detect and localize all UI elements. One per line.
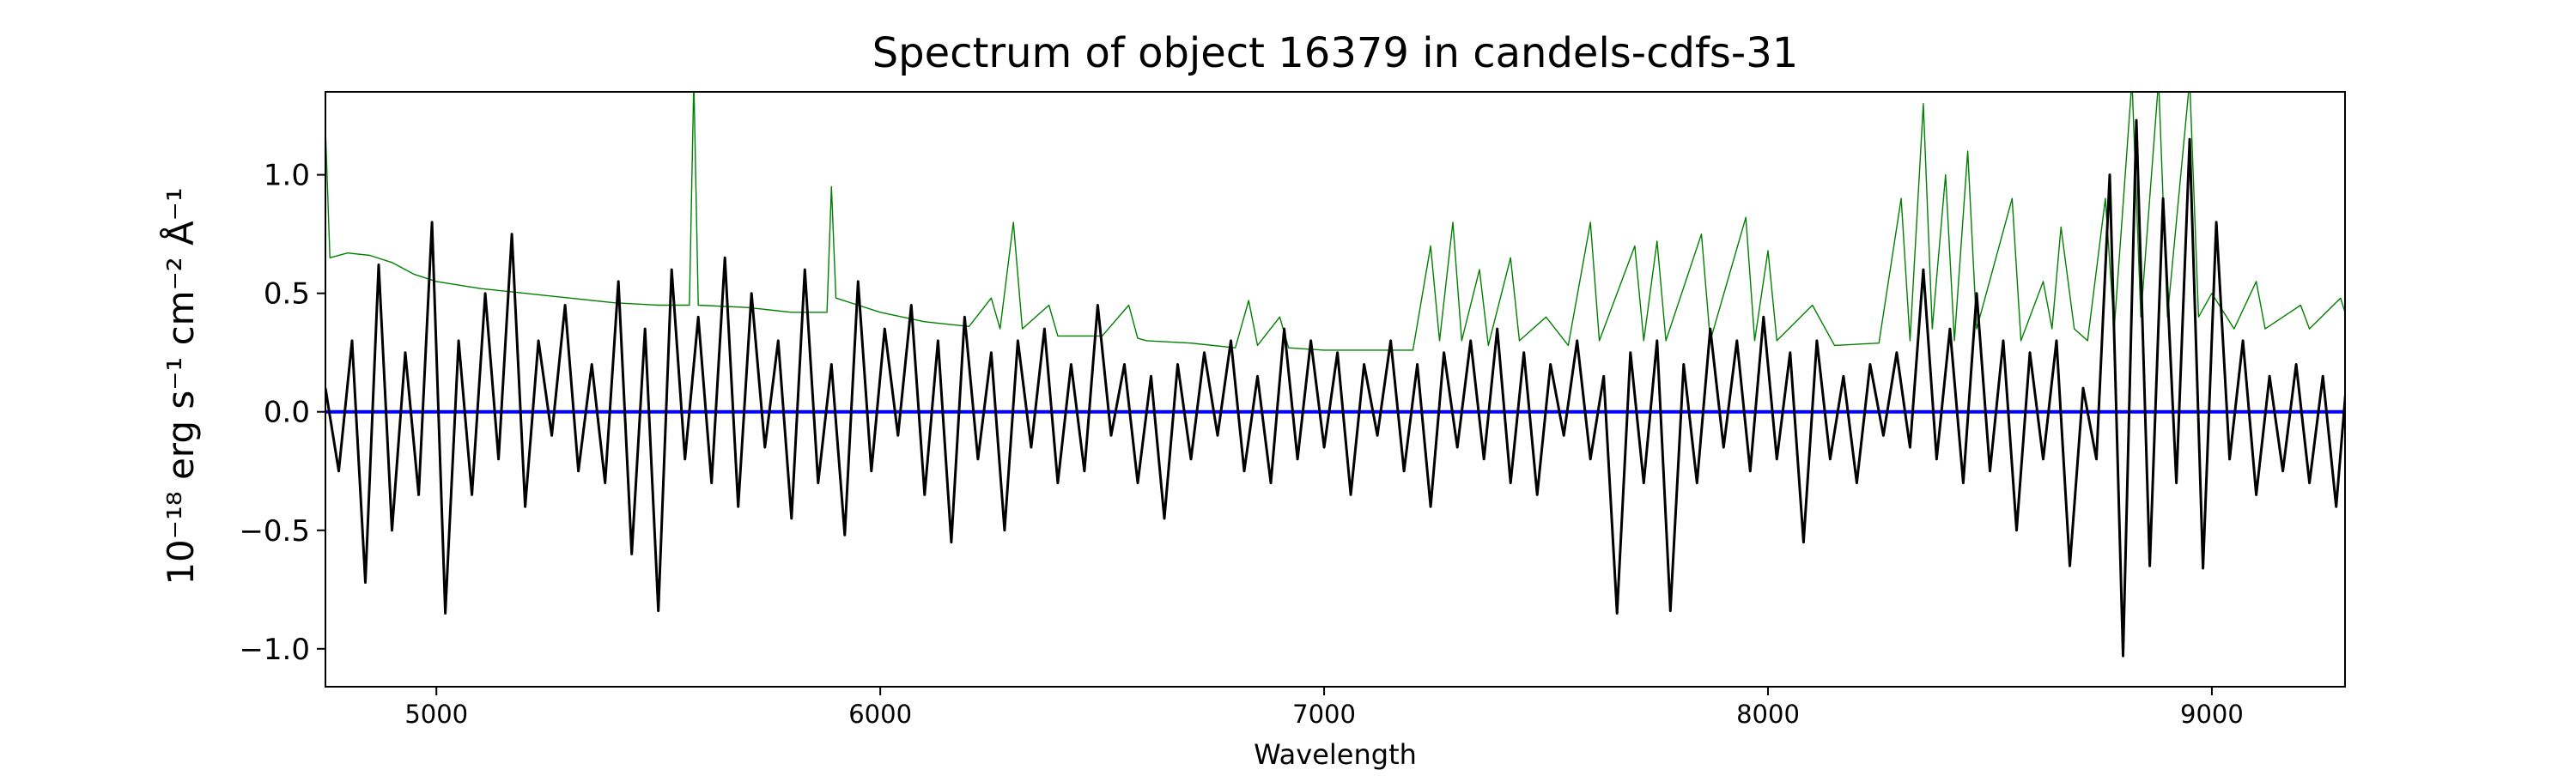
x-axis-label: Wavelength: [1254, 738, 1417, 771]
x-tick-label: 5000: [404, 700, 468, 729]
y-tick-label: 1.0: [264, 159, 310, 193]
x-tick-label: 8000: [1736, 700, 1800, 729]
chart-title: Spectrum of object 16379 in candels-cdfs…: [872, 29, 1799, 77]
y-tick-label: −1.0: [239, 633, 310, 667]
y-tick-label: 0.5: [264, 277, 310, 312]
plot-frame: [325, 91, 2346, 688]
series-flux-line: [325, 118, 2345, 658]
y-axis-label: 10⁻¹⁸ erg s⁻¹ cm⁻² Å⁻¹: [159, 187, 202, 585]
x-tick-label: 7000: [1292, 700, 1356, 729]
y-tick-label: −0.5: [239, 514, 310, 549]
x-tick-label: 6000: [848, 700, 912, 729]
x-tick-label: 9000: [2180, 700, 2244, 729]
y-tick-label: 0.0: [264, 396, 310, 430]
series-model-line: [325, 92, 2345, 351]
